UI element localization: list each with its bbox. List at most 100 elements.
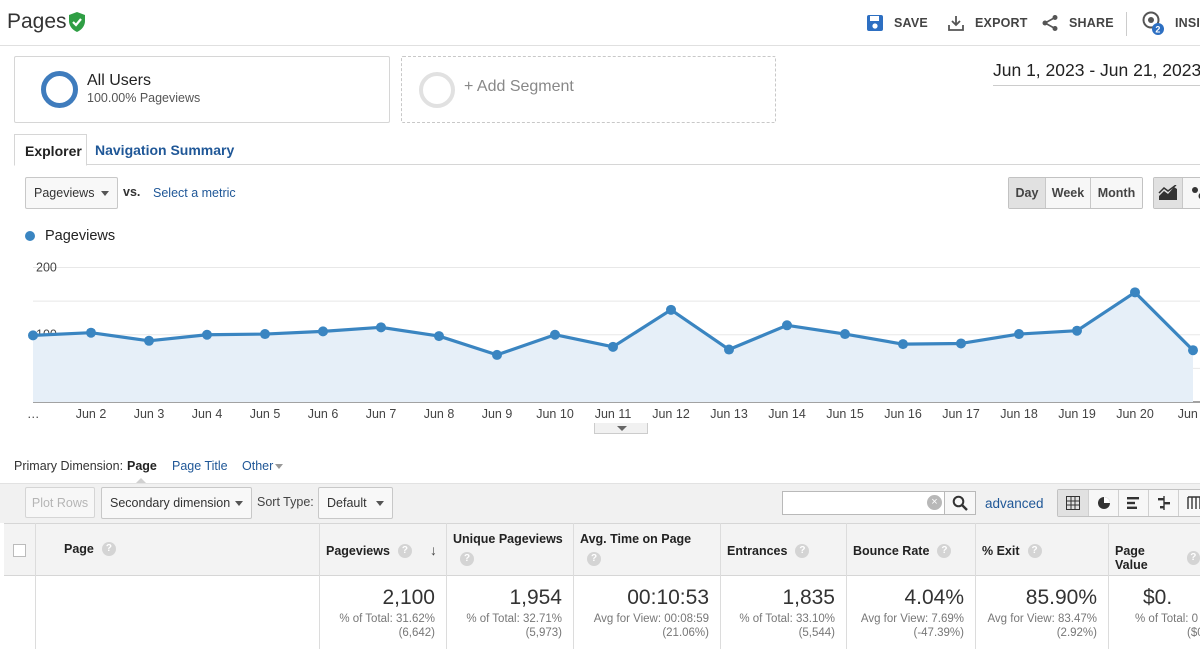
column-divider bbox=[846, 523, 847, 649]
chart-collapse-handle[interactable] bbox=[594, 423, 648, 434]
comparison-view-button[interactable] bbox=[1148, 490, 1178, 516]
column-header-label: % Exit bbox=[982, 544, 1020, 558]
select-all-checkbox[interactable] bbox=[13, 544, 26, 557]
column-header-pageviews[interactable]: Pageviews? bbox=[326, 544, 412, 558]
data-point bbox=[840, 329, 850, 340]
primary-dimension-label: Primary Dimension: bbox=[14, 459, 124, 473]
help-icon[interactable]: ? bbox=[1027, 544, 1042, 558]
empty-segment-ring-icon bbox=[419, 72, 455, 108]
pie-chart-icon bbox=[1097, 497, 1110, 509]
total-bounce-rate-view: Avg for View: 7.69% bbox=[860, 613, 964, 625]
tabs-divider bbox=[14, 164, 1200, 165]
insights-button[interactable]: 2 INSIG bbox=[1141, 11, 1200, 35]
save-button[interactable]: SAVE bbox=[866, 13, 928, 33]
column-header-label: Pageviews bbox=[326, 544, 390, 558]
column-header-page[interactable]: Page? bbox=[64, 542, 116, 556]
dimension-page-title[interactable]: Page Title bbox=[172, 459, 228, 473]
x-tick-label: Jun 4 bbox=[192, 407, 223, 421]
export-icon bbox=[948, 16, 964, 31]
table-search-input[interactable] bbox=[782, 491, 945, 515]
data-point bbox=[492, 349, 502, 360]
search-button[interactable] bbox=[944, 491, 976, 515]
tab-explorer[interactable]: Explorer bbox=[14, 134, 87, 166]
x-tick-label: Jun 14 bbox=[768, 407, 806, 421]
week-button[interactable]: Week bbox=[1045, 178, 1090, 208]
data-point bbox=[318, 326, 328, 337]
total-avg-time-view: Avg for View: 00:08:59 bbox=[593, 613, 709, 625]
help-icon[interactable]: ? bbox=[795, 544, 810, 558]
secondary-dimension-select[interactable]: Secondary dimension bbox=[101, 487, 252, 519]
help-icon[interactable]: ? bbox=[397, 544, 412, 558]
date-range-picker[interactable]: Jun 1, 2023 - Jun 21, 2023 bbox=[993, 60, 1200, 86]
column-divider bbox=[319, 523, 320, 649]
x-tick-label: Jun 11 bbox=[595, 407, 632, 421]
x-tick-label: Jun 17 bbox=[942, 407, 980, 421]
other-chevron-down-icon bbox=[275, 464, 283, 469]
column-header-entrances[interactable]: Entrances? bbox=[727, 544, 810, 558]
line-chart-button[interactable] bbox=[1154, 178, 1184, 208]
x-tick-label: Jun 20 bbox=[1116, 407, 1154, 421]
data-view-button[interactable] bbox=[1058, 490, 1088, 516]
tab-navigation-summary[interactable]: Navigation Summary bbox=[95, 142, 235, 158]
total-entrances: 1,835 bbox=[782, 586, 835, 609]
segment-all-users[interactable]: All Users 100.00% Pageviews bbox=[14, 56, 390, 123]
x-tick-label: Jun 3 bbox=[134, 407, 165, 421]
help-icon[interactable]: ? bbox=[587, 552, 601, 566]
plot-rows-button[interactable]: Plot Rows bbox=[25, 487, 95, 518]
x-tick-label: Jun 8 bbox=[424, 407, 455, 421]
verified-shield-icon bbox=[69, 12, 85, 32]
total-unique-pageviews-percent: % of Total: 32.71% bbox=[466, 613, 562, 625]
total-page-value-percent: % of Total: 0 bbox=[1135, 613, 1199, 625]
month-button[interactable]: Month bbox=[1090, 178, 1142, 208]
column-header-avg-time-on-page[interactable]: Avg. Time on Page bbox=[580, 532, 691, 546]
segment-subtitle: 100.00% Pageviews bbox=[87, 91, 201, 105]
segment-name: All Users bbox=[87, 72, 152, 89]
data-point bbox=[1014, 329, 1024, 340]
select-metric-link[interactable]: Select a metric bbox=[153, 186, 236, 200]
add-segment-button[interactable]: + Add Segment bbox=[401, 56, 776, 123]
column-header-label: Bounce Rate bbox=[853, 544, 930, 558]
report-header: Pages SAVE EXPORT SHARE 2 INSIG bbox=[0, 0, 1200, 46]
column-header-bounce-rate[interactable]: Bounce Rate? bbox=[853, 544, 952, 558]
motion-chart-button[interactable] bbox=[1183, 178, 1200, 208]
x-tick-label: Jun 12 bbox=[652, 407, 690, 421]
x-tick-label: Jun 2 bbox=[1178, 407, 1200, 421]
sort-type-select[interactable]: Default bbox=[318, 487, 393, 519]
column-header-exit[interactable]: % Exit? bbox=[982, 544, 1042, 558]
clear-search-icon[interactable]: × bbox=[927, 495, 942, 510]
help-icon[interactable]: ? bbox=[1186, 551, 1200, 565]
column-divider bbox=[35, 523, 36, 649]
dimension-page[interactable]: Page bbox=[127, 459, 157, 484]
x-tick-label: Jun 15 bbox=[826, 407, 864, 421]
data-point bbox=[202, 329, 212, 340]
metric-select[interactable]: Pageviews bbox=[25, 177, 118, 209]
column-header-unique-pageviews[interactable]: Unique Pageviews bbox=[453, 532, 563, 546]
share-icon bbox=[1042, 15, 1058, 31]
data-point bbox=[608, 341, 618, 352]
caret-down-icon bbox=[617, 426, 627, 431]
day-button[interactable]: Day bbox=[1009, 178, 1045, 208]
column-divider bbox=[975, 523, 976, 649]
grid-icon bbox=[1066, 496, 1080, 510]
export-button[interactable]: EXPORT bbox=[947, 13, 1028, 33]
granularity-toggle: Day Week Month bbox=[1008, 177, 1143, 209]
data-point bbox=[782, 320, 792, 331]
data-point bbox=[1130, 287, 1140, 298]
column-header-label: Avg. Time on Page bbox=[580, 532, 692, 546]
advanced-filter-link[interactable]: advanced bbox=[985, 496, 1044, 511]
chart-type-toggle bbox=[1153, 177, 1200, 209]
data-point bbox=[144, 335, 154, 346]
dimension-other[interactable]: Other bbox=[242, 459, 274, 473]
share-button[interactable]: SHARE bbox=[1041, 13, 1114, 33]
help-icon[interactable]: ? bbox=[101, 542, 116, 556]
insights-badge: 2 bbox=[1155, 25, 1160, 35]
x-tick-label: Jun 7 bbox=[366, 407, 397, 421]
help-icon[interactable]: ? bbox=[460, 552, 474, 566]
performance-view-button[interactable] bbox=[1118, 490, 1148, 516]
percentage-view-button[interactable] bbox=[1088, 490, 1118, 516]
vs-label: vs. bbox=[123, 185, 141, 199]
help-icon[interactable]: ? bbox=[937, 544, 952, 558]
column-header-page-value[interactable]: Page Value? bbox=[1115, 544, 1200, 572]
segment-ring-icon bbox=[41, 71, 78, 108]
pivot-view-button[interactable] bbox=[1178, 490, 1200, 516]
